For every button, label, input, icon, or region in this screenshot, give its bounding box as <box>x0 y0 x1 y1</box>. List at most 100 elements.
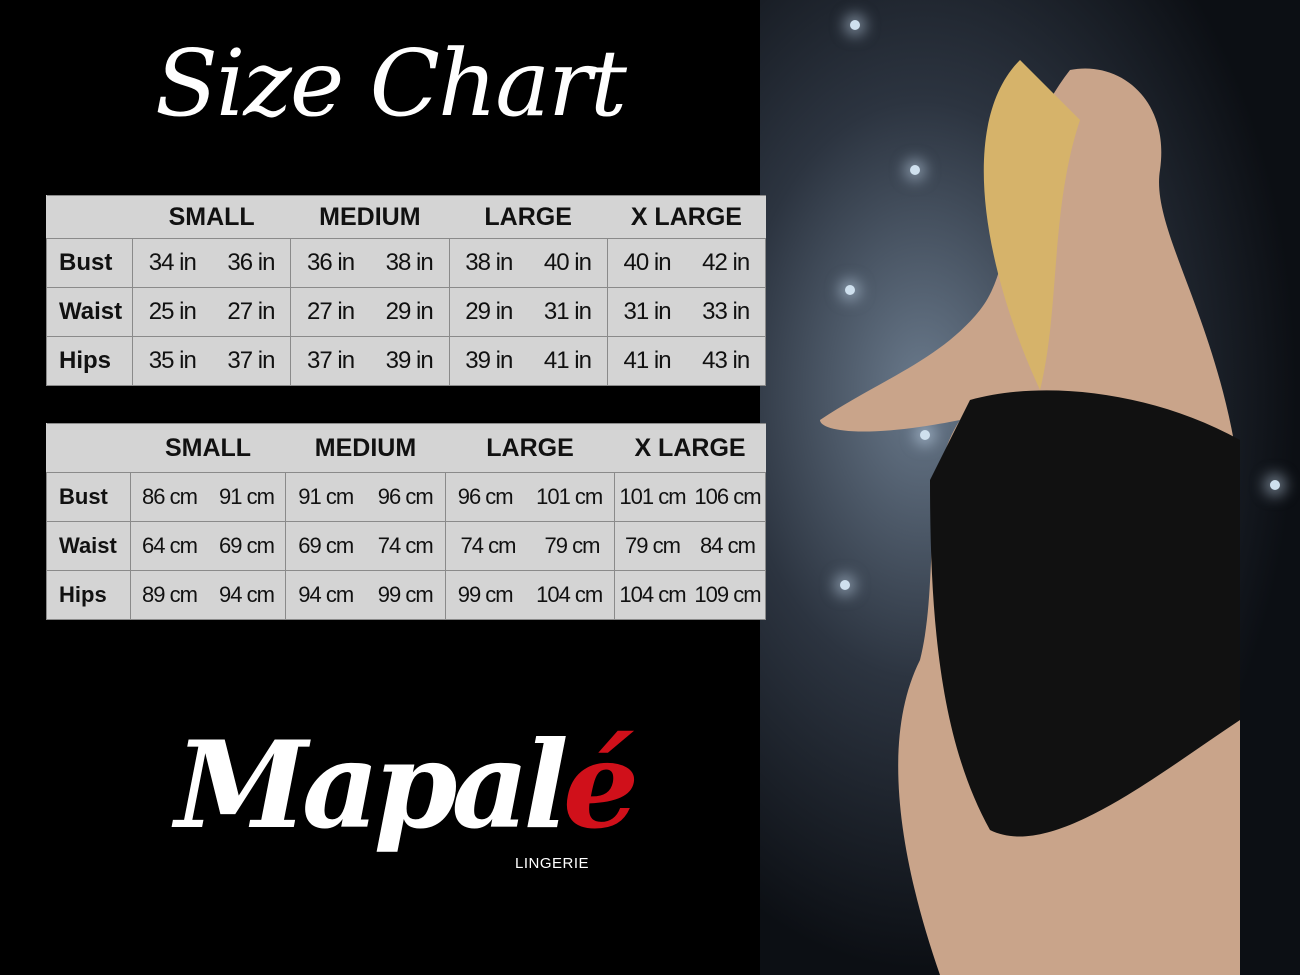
size-cell: 94 cm 99 cm <box>285 570 446 620</box>
size-cell: 36 in 38 in <box>290 238 450 288</box>
size-cell: 79 cm 84 cm <box>614 521 766 571</box>
measure-value: 38 in <box>385 249 434 276</box>
value-pair: 74 cm 79 cm <box>446 533 614 559</box>
model-photo <box>760 0 1300 975</box>
measure-value: 37 in <box>307 347 355 374</box>
size-cell: 39 in 41 in <box>448 336 608 386</box>
header-row: SMALL MEDIUM LARGE X LARGE <box>46 423 766 473</box>
wall-tuft <box>845 285 855 295</box>
size-header: X LARGE <box>607 195 766 239</box>
size-cell: 35 in 37 in <box>131 336 292 386</box>
value-pair: 29 in 31 in <box>450 298 607 326</box>
table-row: Waist 25 in 27 in 27 in 29 in 29 in 31 in 31 in… <box>46 287 767 337</box>
measure-label: Waist <box>46 521 131 571</box>
measure-value: 27 in <box>227 298 275 325</box>
size-cell: 27 in 29 in <box>290 287 450 337</box>
measure-value: 64 cm <box>142 533 198 558</box>
measure-value: 31 in <box>543 298 592 325</box>
measure-value: 41 in <box>543 347 592 374</box>
measure-value: 74 cm <box>377 533 434 558</box>
value-pair: 37 in 39 in <box>291 347 448 375</box>
size-header: LARGE <box>449 195 608 239</box>
measure-value: 94 cm <box>219 582 275 607</box>
model-silhouette <box>820 60 1240 975</box>
size-cell: 34 in 36 in <box>131 238 292 288</box>
size-table-cm: SMALL MEDIUM LARGE X LARGE Bust 86 cm 91 c… <box>46 423 766 620</box>
measure-value: 38 in <box>465 249 513 276</box>
brand-subtitle: LINGERIE <box>515 855 590 872</box>
measure-value: 29 in <box>385 298 434 325</box>
brand-logo: Mapalé <box>175 715 639 856</box>
size-cell: 41 in 43 in <box>606 336 767 386</box>
size-header: X LARGE <box>614 423 766 473</box>
measure-value: 69 cm <box>219 533 275 558</box>
value-pair: 69 cm 74 cm <box>286 533 445 559</box>
size-header: MEDIUM <box>285 423 446 473</box>
size-cell: 38 in 40 in <box>448 238 608 288</box>
measure-value: 99 cm <box>457 582 514 607</box>
size-cell: 86 cm 91 cm <box>130 472 286 522</box>
measure-value: 94 cm <box>298 582 354 607</box>
value-pair: 31 in 33 in <box>608 298 765 326</box>
table-row: Hips 89 cm 94 cm 94 cm 99 cm 99 cm 104 cm 104 c… <box>46 570 766 620</box>
value-pair: 96 cm 101 cm <box>446 484 614 510</box>
value-pair: 101 cm 106 cm <box>615 484 765 510</box>
value-pair: 36 in 38 in <box>291 249 448 277</box>
measure-value: 29 in <box>465 298 513 325</box>
measure-value: 74 cm <box>460 533 517 558</box>
measure-value: 89 cm <box>142 582 198 607</box>
size-cell: 29 in 31 in <box>448 287 608 337</box>
size-cell: 104 cm 109 cm <box>614 570 766 620</box>
measure-value: 86 cm <box>142 484 198 509</box>
size-cell: 64 cm 69 cm <box>130 521 286 571</box>
measure-value: 101 cm <box>619 484 686 509</box>
size-cell: 89 cm 94 cm <box>130 570 286 620</box>
measure-value: 79 cm <box>625 533 681 558</box>
value-pair: 64 cm 69 cm <box>131 533 285 559</box>
size-cell: 74 cm 79 cm <box>445 521 615 571</box>
size-header: SMALL <box>132 195 291 239</box>
measure-value: 40 in <box>543 249 592 276</box>
measure-value: 109 cm <box>694 582 761 607</box>
wall-tuft <box>840 580 850 590</box>
size-cell: 69 cm 74 cm <box>285 521 446 571</box>
measure-value: 91 cm <box>219 484 275 509</box>
table-row: Waist 64 cm 69 cm 69 cm 74 cm 74 cm 79 cm 79 cm… <box>46 521 766 571</box>
size-cell: 91 cm 96 cm <box>285 472 446 522</box>
table-row: Hips 35 in 37 in 37 in 39 in 39 in 41 in 41 in 4… <box>46 336 767 386</box>
value-pair: 41 in 43 in <box>608 347 765 375</box>
value-pair: 39 in 41 in <box>450 347 607 375</box>
value-pair: 104 cm 109 cm <box>615 582 765 608</box>
value-pair: 34 in 36 in <box>133 249 290 277</box>
measure-value: 27 in <box>307 298 355 325</box>
size-cell: 96 cm 101 cm <box>445 472 615 522</box>
measure-value: 104 cm <box>536 582 603 607</box>
measure-value: 31 in <box>623 298 672 325</box>
measure-value: 36 in <box>307 249 355 276</box>
measure-value: 69 cm <box>298 533 354 558</box>
value-pair: 79 cm 84 cm <box>615 533 765 559</box>
measure-value: 79 cm <box>544 533 601 558</box>
measure-label: Hips <box>46 336 133 386</box>
measure-value: 96 cm <box>377 484 434 509</box>
size-cell: 101 cm 106 cm <box>614 472 766 522</box>
header-row: SMALL MEDIUM LARGE X LARGE <box>46 195 766 239</box>
table-row: Bust 34 in 36 in 36 in 38 in 38 in 40 in 40 in 4… <box>46 238 767 288</box>
size-table-inches: SMALL MEDIUM LARGE X LARGE Bust 34 in 36 i… <box>46 195 767 386</box>
wall-tuft <box>1270 480 1280 490</box>
measure-value: 43 in <box>702 347 750 374</box>
value-pair: 25 in 27 in <box>133 298 290 326</box>
empty-header <box>46 423 131 473</box>
value-pair: 40 in 42 in <box>608 249 765 277</box>
measure-value: 40 in <box>623 249 672 276</box>
size-cell: 37 in 39 in <box>290 336 450 386</box>
measure-value: 34 in <box>148 249 197 276</box>
wall-tuft <box>920 430 930 440</box>
measure-value: 25 in <box>148 298 197 325</box>
measure-value: 104 cm <box>619 582 686 607</box>
size-cell: 31 in 33 in <box>606 287 767 337</box>
value-pair: 38 in 40 in <box>450 249 607 277</box>
size-cell: 25 in 27 in <box>131 287 292 337</box>
value-pair: 91 cm 96 cm <box>286 484 445 510</box>
size-header: SMALL <box>130 423 286 473</box>
